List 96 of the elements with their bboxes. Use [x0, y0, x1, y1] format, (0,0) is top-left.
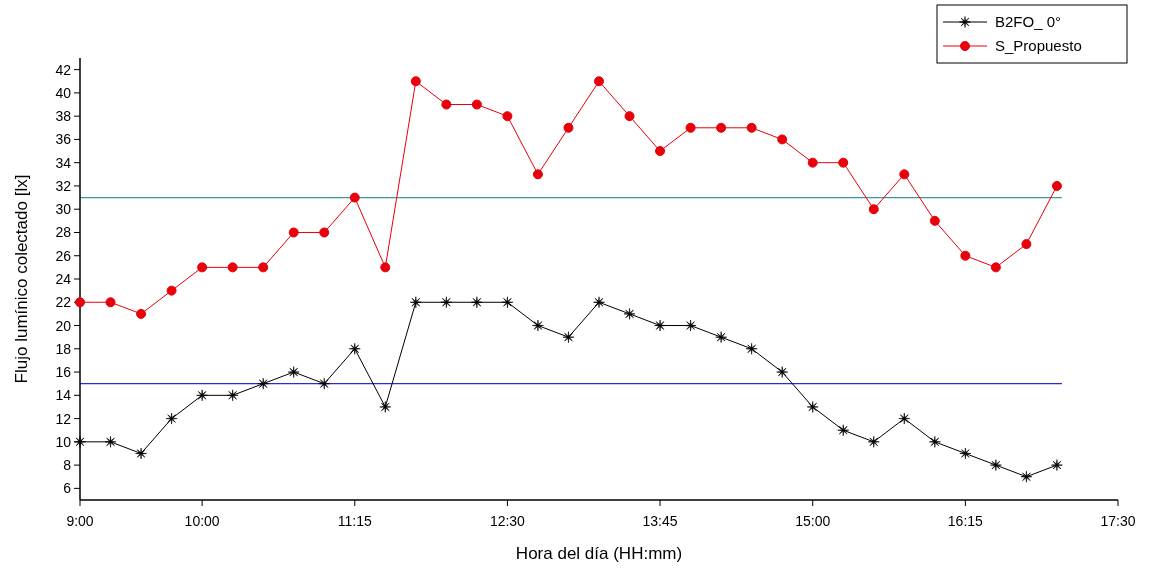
- y-tick-label: 6: [63, 480, 72, 497]
- y-tick-label: 22: [55, 294, 72, 311]
- point: [563, 122, 574, 133]
- y-tick-label: 20: [55, 317, 72, 334]
- y-axis-title: Flujo lumínico colectado [lx]: [12, 174, 31, 384]
- point: [1021, 239, 1032, 250]
- y-tick-label: 32: [55, 177, 72, 194]
- point: [379, 401, 392, 413]
- point: [898, 412, 911, 425]
- point: [1051, 180, 1062, 191]
- y-tick-label: 8: [63, 457, 72, 474]
- point: [929, 215, 940, 226]
- point: [1020, 470, 1033, 483]
- point: [685, 122, 696, 133]
- point: [624, 111, 635, 122]
- point: [166, 285, 177, 296]
- point: [532, 169, 543, 180]
- y-tick-label: 26: [55, 247, 72, 264]
- point: [318, 377, 331, 390]
- y-tick-label: 12: [55, 410, 72, 427]
- x-tick-label: 16:15: [947, 513, 984, 529]
- point: [501, 296, 514, 309]
- point: [349, 192, 360, 203]
- y-tick-label: 34: [55, 154, 72, 171]
- point: [562, 331, 575, 343]
- point: [867, 436, 880, 448]
- legend-label: S_Propuesto: [995, 37, 1082, 54]
- point: [135, 447, 147, 460]
- point: [136, 308, 147, 319]
- y-tick-label: 36: [55, 131, 72, 148]
- point: [654, 319, 666, 332]
- point: [868, 204, 879, 215]
- y-tick-label: 18: [55, 340, 72, 357]
- y-tick-label: 38: [55, 108, 72, 125]
- point: [594, 76, 604, 87]
- y-tick-label: 42: [55, 61, 72, 78]
- point: [441, 99, 452, 110]
- x-tick-label: 15:00: [795, 513, 831, 529]
- point: [929, 436, 941, 448]
- point: [1051, 459, 1063, 471]
- point: [806, 401, 819, 413]
- y-tick-label: 24: [55, 271, 72, 287]
- y-tick-label: 28: [55, 224, 72, 241]
- point: [226, 389, 239, 402]
- point: [899, 169, 910, 180]
- x-tick-label: 11:15: [337, 513, 372, 529]
- point: [776, 366, 788, 378]
- x-axis-title: Hora del día (HH:mm): [515, 544, 683, 563]
- point: [288, 227, 299, 238]
- point: [623, 308, 636, 320]
- point: [715, 331, 727, 343]
- point: [746, 122, 757, 133]
- point: [502, 111, 513, 122]
- point: [471, 99, 482, 110]
- point: [410, 76, 421, 87]
- point: [287, 366, 300, 378]
- x-tick-label: 17:30: [1100, 513, 1136, 529]
- point: [104, 436, 117, 448]
- point: [197, 262, 208, 273]
- point: [960, 250, 971, 261]
- point: [440, 296, 453, 309]
- x-tick-label: 12:30: [489, 513, 526, 529]
- point: [745, 342, 758, 355]
- x-tick-label: 13:45: [642, 513, 678, 529]
- y-tick-label: 14: [55, 387, 72, 404]
- point: [838, 157, 849, 168]
- x-tick-label: 10:00: [184, 513, 220, 529]
- point: [319, 227, 330, 238]
- point: [684, 319, 697, 332]
- y-tick-label: 30: [55, 201, 72, 218]
- legend-label: B2FO_ 0°: [995, 13, 1062, 30]
- point: [75, 297, 85, 308]
- x-tick-label: 9:00: [66, 513, 94, 529]
- point: [990, 262, 1001, 273]
- point: [380, 262, 391, 273]
- point: [807, 157, 818, 168]
- point: [227, 262, 238, 273]
- point: [837, 424, 850, 437]
- point: [196, 389, 208, 402]
- point: [777, 134, 788, 145]
- point: [532, 319, 544, 332]
- point: [471, 296, 483, 309]
- point: [105, 297, 116, 308]
- y-tick-label: 16: [55, 364, 72, 381]
- point: [716, 122, 727, 133]
- point: [959, 447, 972, 460]
- point: [258, 262, 269, 273]
- point: [348, 342, 361, 355]
- point: [990, 459, 1002, 471]
- point: [655, 146, 666, 157]
- point: [410, 296, 422, 309]
- y-tick-label: 10: [55, 433, 72, 450]
- point: [257, 377, 269, 390]
- point: [165, 412, 178, 425]
- point: [593, 296, 605, 309]
- y-tick-label: 40: [55, 84, 72, 101]
